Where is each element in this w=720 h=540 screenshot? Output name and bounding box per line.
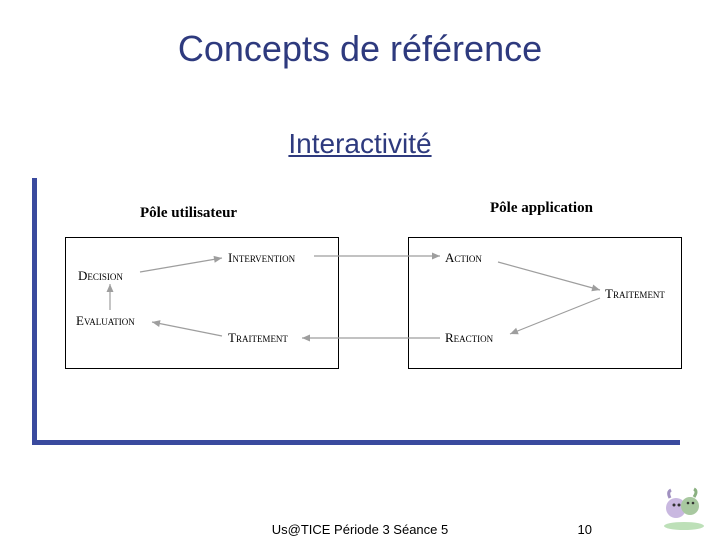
border-horizontal bbox=[32, 440, 680, 445]
slide-title: Concepts de référence bbox=[0, 28, 720, 70]
footer-text: Us@TICE Période 3 Séance 5 bbox=[0, 522, 720, 537]
node-intervention: Intervention bbox=[228, 250, 295, 266]
node-action: Action bbox=[445, 250, 482, 266]
node-traitement-right: Traitement bbox=[605, 286, 665, 302]
slide: Concepts de référence Interactivité Pôle… bbox=[0, 0, 720, 540]
page-number: 10 bbox=[578, 522, 592, 537]
logo-icon bbox=[660, 484, 708, 532]
node-evaluation: Evaluation bbox=[76, 313, 135, 329]
box-user-pole bbox=[65, 237, 339, 369]
node-reaction: Reaction bbox=[445, 330, 493, 346]
header-left: Pôle utilisateur bbox=[140, 205, 237, 222]
slide-subtitle: Interactivité bbox=[0, 128, 720, 160]
node-decision: Decision bbox=[78, 268, 123, 284]
header-right: Pôle application bbox=[490, 200, 593, 217]
node-traitement-left: Traitement bbox=[228, 330, 288, 346]
border-vertical bbox=[32, 178, 37, 445]
